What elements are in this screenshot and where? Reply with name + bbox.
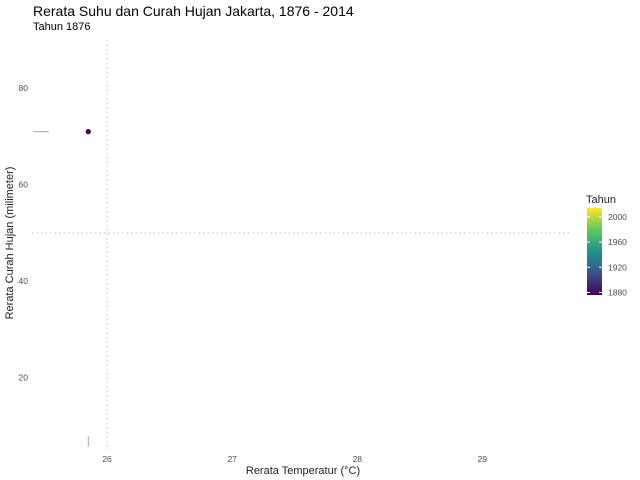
- x-tick-label: 28: [353, 454, 363, 464]
- x-tick-label: 27: [227, 454, 237, 464]
- legend-colorbar: [587, 208, 602, 295]
- y-tick-label: 20: [19, 373, 29, 383]
- legend-label: 1960: [608, 237, 627, 247]
- y-tick-label: 60: [19, 180, 29, 190]
- x-tick-label: 29: [478, 454, 488, 464]
- y-axis-label: Rerata Curah Hujan (milimeter): [4, 167, 16, 320]
- color-legend: Tahun 1880 1920 1960 2000: [586, 194, 627, 297]
- x-tick-label: 26: [102, 454, 112, 464]
- y-tick-label: 80: [19, 83, 29, 93]
- legend-label: 2000: [608, 212, 627, 222]
- legend-title: Tahun: [586, 194, 616, 206]
- chart-title: Rerata Suhu dan Curah Hujan Jakarta, 187…: [33, 3, 354, 19]
- y-tick-label: 40: [19, 276, 29, 286]
- x-axis-label: Rerata Temperatur (°C): [246, 465, 360, 477]
- legend-label: 1920: [608, 262, 627, 272]
- legend-label: 1880: [608, 287, 627, 297]
- data-point: [85, 129, 91, 135]
- chart-subtitle: Tahun 1876: [33, 21, 91, 33]
